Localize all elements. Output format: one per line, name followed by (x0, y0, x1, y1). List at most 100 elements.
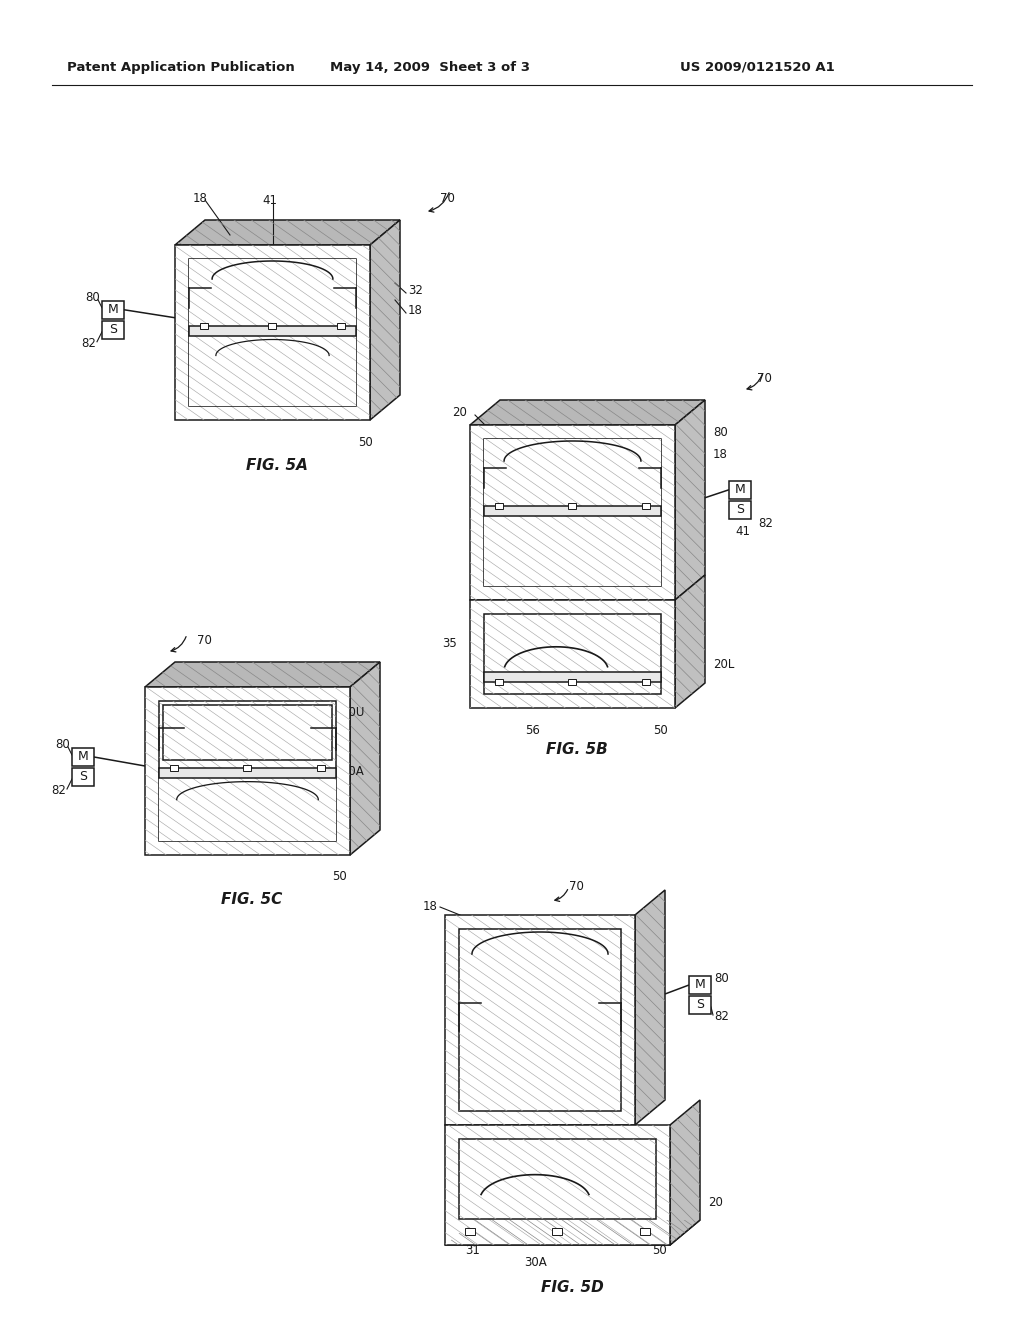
Polygon shape (470, 601, 675, 708)
Text: A: A (243, 722, 251, 734)
Bar (268, 322, 276, 329)
Bar (170, 764, 178, 771)
Text: S: S (79, 771, 87, 784)
Polygon shape (189, 335, 356, 407)
Polygon shape (484, 440, 662, 506)
Polygon shape (159, 768, 336, 777)
Polygon shape (145, 686, 350, 855)
Text: 41: 41 (263, 194, 278, 206)
Text: 30A: 30A (341, 766, 364, 777)
Bar (642, 503, 650, 508)
Text: FIG. 5C: FIG. 5C (221, 892, 283, 908)
Polygon shape (675, 400, 705, 601)
Text: FIG. 5B: FIG. 5B (546, 742, 608, 758)
Text: 70: 70 (568, 880, 584, 894)
Polygon shape (675, 576, 705, 708)
Bar (72, 748, 94, 766)
Polygon shape (370, 220, 400, 420)
Polygon shape (175, 246, 370, 420)
Text: 82: 82 (714, 1011, 729, 1023)
Bar (495, 678, 503, 685)
Text: 32: 32 (408, 284, 423, 297)
Bar (72, 768, 94, 785)
Polygon shape (175, 246, 370, 420)
Polygon shape (445, 915, 635, 1125)
Polygon shape (635, 890, 665, 1125)
Text: 80: 80 (714, 973, 729, 986)
Bar (689, 997, 711, 1014)
Polygon shape (163, 705, 332, 759)
Polygon shape (635, 890, 665, 1125)
Polygon shape (459, 1139, 656, 1218)
Text: 16A: 16A (215, 364, 238, 378)
Polygon shape (445, 1125, 670, 1245)
Text: 82: 82 (758, 517, 773, 531)
Polygon shape (445, 1220, 700, 1245)
Polygon shape (470, 400, 705, 425)
Text: Patent Application Publication: Patent Application Publication (67, 61, 295, 74)
Text: S: S (109, 323, 117, 337)
Polygon shape (670, 1100, 700, 1245)
Text: 20: 20 (708, 1196, 723, 1209)
Polygon shape (459, 1139, 656, 1218)
Bar (337, 322, 345, 329)
Polygon shape (159, 777, 336, 841)
Polygon shape (470, 425, 675, 601)
Bar (243, 764, 251, 771)
Bar (552, 1228, 562, 1236)
Polygon shape (484, 440, 662, 586)
Polygon shape (189, 335, 356, 407)
Text: 70: 70 (757, 371, 772, 384)
Text: FIG. 5A: FIG. 5A (246, 458, 308, 473)
Text: 82: 82 (51, 784, 66, 797)
Text: 80: 80 (85, 292, 99, 304)
Text: US 2009/0121520 A1: US 2009/0121520 A1 (680, 61, 835, 74)
Polygon shape (175, 220, 400, 246)
Text: 41: 41 (735, 525, 750, 539)
Bar (640, 1228, 650, 1236)
Text: 56: 56 (525, 723, 540, 737)
Polygon shape (145, 663, 380, 686)
Polygon shape (484, 614, 662, 694)
Polygon shape (459, 929, 621, 1111)
Text: 50: 50 (332, 870, 347, 883)
Polygon shape (445, 1220, 700, 1245)
Text: M: M (694, 978, 706, 991)
Text: M: M (78, 751, 88, 763)
Polygon shape (484, 506, 662, 516)
Polygon shape (470, 400, 705, 425)
Polygon shape (350, 663, 380, 855)
Text: 50: 50 (358, 436, 373, 449)
Polygon shape (484, 672, 662, 682)
Polygon shape (445, 915, 635, 1125)
Bar (689, 975, 711, 994)
Bar (568, 503, 575, 508)
Text: 18: 18 (193, 191, 208, 205)
Bar (729, 500, 751, 519)
Text: FIG. 5D: FIG. 5D (541, 1279, 603, 1295)
Polygon shape (484, 516, 662, 586)
Text: 50: 50 (652, 1245, 667, 1258)
Bar (729, 480, 751, 499)
Polygon shape (159, 701, 336, 841)
Polygon shape (189, 326, 356, 335)
Polygon shape (675, 576, 705, 708)
Text: 20: 20 (452, 407, 467, 420)
Text: F: F (511, 645, 518, 659)
Polygon shape (484, 440, 662, 506)
Text: 80: 80 (55, 738, 70, 751)
Text: 35: 35 (442, 636, 457, 649)
Polygon shape (145, 663, 380, 686)
Polygon shape (189, 259, 356, 407)
Text: 30B: 30B (561, 681, 584, 694)
Text: 31: 31 (164, 766, 179, 777)
Bar (200, 322, 208, 329)
Polygon shape (470, 601, 675, 708)
Polygon shape (159, 777, 336, 841)
Polygon shape (484, 516, 662, 586)
Polygon shape (445, 1125, 670, 1245)
Polygon shape (484, 614, 662, 694)
Text: 80: 80 (713, 426, 728, 440)
Polygon shape (189, 259, 356, 326)
Polygon shape (675, 400, 705, 601)
